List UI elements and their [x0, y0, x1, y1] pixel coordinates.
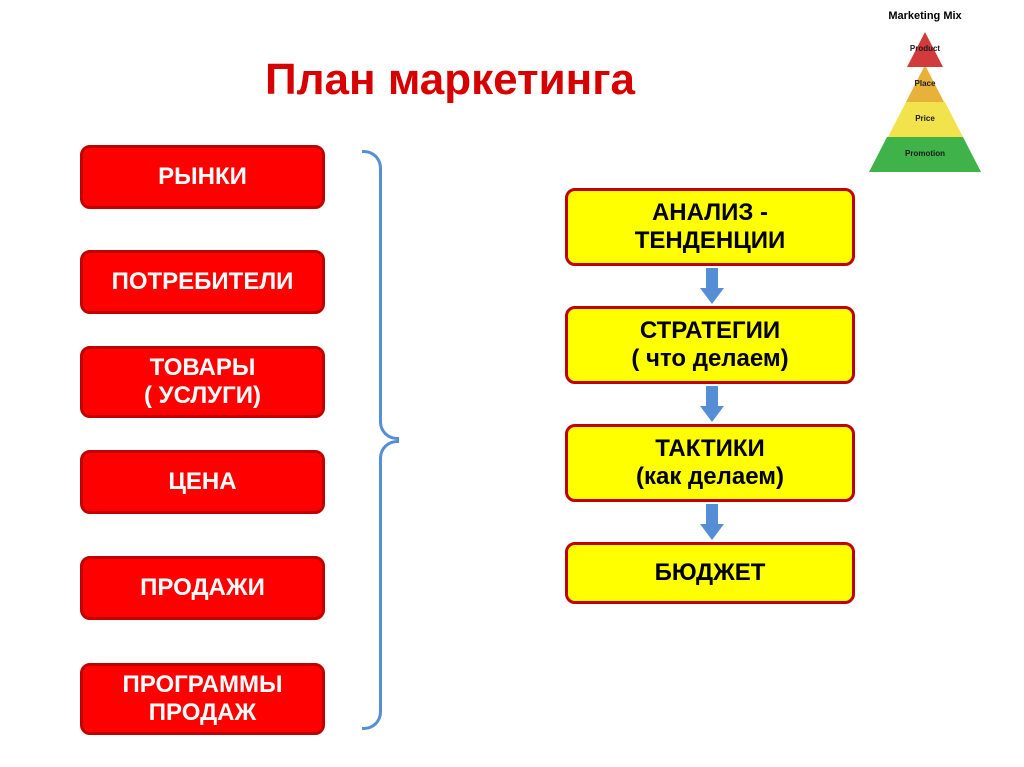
curly-brace	[362, 150, 402, 730]
pyramid-label-0: Product	[906, 44, 944, 53]
arrow-head-1	[700, 406, 724, 422]
arrow-head-2	[700, 524, 724, 540]
pyramid-title: Marketing Mix	[850, 10, 1000, 22]
page-title: План маркетинга	[230, 55, 670, 105]
pyramid-layer-2: Price	[869, 102, 982, 137]
diagram-canvas: План маркетинга РЫНКИ ПОТРЕБИТЕЛИ ТОВАРЫ (…	[0, 0, 1024, 767]
pyramid-label-1: Place	[888, 79, 963, 88]
right-box-0: АНАЛИЗ - ТЕНДЕНЦИИ	[565, 188, 855, 266]
left-box-1: ПОТРЕБИТЕЛИ	[80, 250, 325, 314]
pyramid-layer-3: Promotion	[850, 137, 1000, 172]
arrow-head-0	[700, 288, 724, 304]
arrow-stem-1	[706, 386, 718, 406]
left-box-5: ПРОГРАММЫ ПРОДАЖ	[80, 663, 325, 735]
pyramid-label-2: Price	[869, 114, 982, 123]
marketing-mix-pyramid: Marketing Mix Product Place Price Promotion	[850, 10, 1000, 175]
pyramid-layer-1: Place	[888, 67, 963, 102]
right-box-3: БЮДЖЕТ	[565, 542, 855, 604]
left-box-2: ТОВАРЫ ( УСЛУГИ)	[80, 346, 325, 418]
right-box-1: СТРАТЕГИИ ( что делаем)	[565, 306, 855, 384]
left-box-3: ЦЕНА	[80, 450, 325, 514]
left-box-0: РЫНКИ	[80, 145, 325, 209]
arrow-stem-2	[706, 504, 718, 524]
pyramid-layer-0: Product	[906, 32, 944, 67]
pyramid-label-3: Promotion	[850, 149, 1000, 158]
arrow-stem-0	[706, 268, 718, 288]
left-box-4: ПРОДАЖИ	[80, 556, 325, 620]
right-box-2: ТАКТИКИ (как делаем)	[565, 424, 855, 502]
